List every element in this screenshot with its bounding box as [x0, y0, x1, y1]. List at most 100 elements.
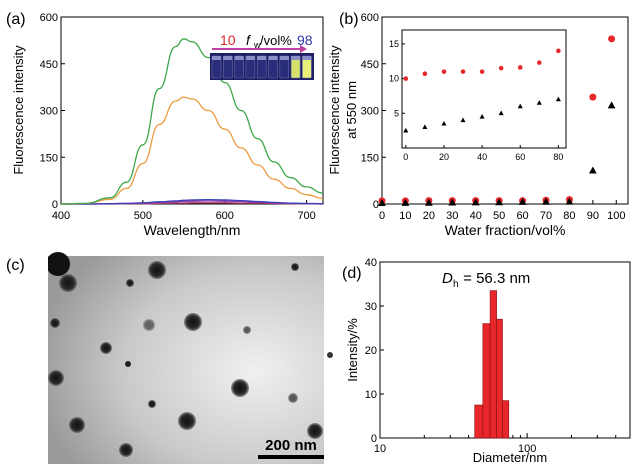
inset-label-unit: /vol% [260, 33, 292, 48]
y-tick-label: 40 [365, 257, 377, 269]
tem-dark-corner [46, 252, 70, 276]
histogram-bar [489, 290, 497, 439]
panel-c-margin [0, 256, 48, 464]
data-point-circle [589, 93, 597, 101]
x-tick-label: 10 [374, 443, 386, 455]
panel-d-xlabel: Diameter/nm [473, 450, 547, 464]
nanoparticle [126, 279, 134, 287]
inset-x-tick-label: 60 [515, 152, 525, 162]
vial-cap [223, 56, 233, 60]
data-point-triangle [607, 101, 616, 109]
histogram-bar [496, 318, 503, 439]
data-point-triangle [460, 117, 466, 123]
inset-arrow-head [300, 45, 307, 53]
inset-y-tick-label: 10 [389, 74, 399, 84]
vial-row [211, 55, 312, 79]
inset-label-w: w [253, 40, 261, 50]
y-tick-label: 20 [365, 345, 377, 357]
vial-photo-inset: 10 f w /vol% 98 [210, 32, 314, 80]
nanoparticle [143, 319, 155, 331]
tem-nanoparticles [46, 252, 333, 457]
y-tick-label: 450 [40, 59, 58, 71]
inset-x-tick-label: 40 [477, 152, 487, 162]
data-point-triangle [448, 198, 457, 206]
panel-a: (a) 400 500 600 700 0 150 300 450 600 Wavelength… [6, 11, 324, 238]
data-point-circle [422, 71, 428, 77]
nanoparticle [100, 342, 112, 354]
data-point-triangle [378, 199, 386, 207]
dh-subscript: h [453, 279, 459, 290]
panel-c: (c) 200 nm [0, 252, 333, 464]
data-point-circle [460, 69, 466, 74]
panel-a-xlabel: Wavelength/nm [144, 222, 241, 238]
data-point-triangle [401, 198, 410, 206]
data-point-triangle [542, 197, 550, 205]
panel-b-xlabel: Water fraction/vol% [445, 222, 566, 238]
series-line-98 [60, 38, 324, 205]
data-point-circle [537, 60, 542, 65]
panel-b-inset-series [403, 48, 561, 133]
data-point-circle [441, 69, 447, 74]
y-tick-label: 600 [361, 12, 379, 24]
inset-label-10: 10 [220, 32, 236, 48]
panel-b-series [378, 35, 616, 207]
data-point-triangle [555, 96, 561, 102]
x-tick-label: 0 [379, 210, 385, 222]
y-tick-label: 300 [361, 106, 379, 118]
data-point-circle [556, 48, 561, 54]
data-point-triangle [471, 198, 480, 206]
nanoparticle [125, 361, 131, 367]
x-tick-label: 50 [493, 210, 505, 222]
x-tick-label: 80 [563, 210, 575, 222]
vial-cap [268, 56, 278, 60]
x-tick-label: 20 [423, 210, 435, 222]
dh-value: = 56.3 nm [459, 270, 530, 287]
inset-x-tick-label: 20 [439, 152, 449, 162]
panel-b-inset-frame [401, 29, 567, 149]
vial-cap [302, 56, 312, 60]
histogram-bar [474, 404, 484, 439]
y-tick-label: 0 [371, 433, 377, 445]
data-point-triangle [565, 197, 574, 205]
x-tick-label: 600 [216, 210, 234, 222]
nanoparticle [243, 326, 251, 334]
inset-label-f: f [246, 32, 252, 48]
histogram-bar [502, 400, 510, 439]
panel-b-label: (b) [339, 11, 359, 28]
y-tick-label: 450 [361, 59, 379, 71]
nanoparticle [50, 318, 60, 328]
panel-b-ylabel-2: at 550 nm [344, 81, 359, 139]
data-point-triangle [495, 198, 503, 206]
nanoparticle [148, 400, 156, 408]
series-line-80 [61, 198, 324, 205]
x-tick-label: 700 [297, 210, 315, 222]
panel-a-ylabel: Fluorescence intensity [11, 45, 26, 175]
inset-y-tick-label: 15 [389, 39, 399, 49]
panel-d-ylabel: Intensity/% [345, 318, 360, 382]
y-tick-label: 30 [365, 301, 377, 313]
nanoparticle [59, 274, 77, 292]
scale-bar [258, 455, 324, 459]
x-tick-label: 70 [540, 210, 552, 222]
panel-a-series [60, 38, 324, 205]
data-point-circle [517, 65, 523, 70]
x-tick-label: 100 [518, 443, 536, 455]
data-point-triangle [422, 124, 428, 130]
y-tick-label: 150 [40, 152, 58, 164]
nanoparticle [69, 417, 85, 433]
vial-cap [234, 56, 244, 60]
panel-b: (b) 0 10 20 30 40 50 60 70 80 90 1000150300450600 … [327, 11, 629, 238]
data-point-triangle [536, 100, 542, 105]
vial-cap [257, 56, 267, 60]
nanoparticle [327, 352, 333, 358]
y-tick-label: 10 [365, 389, 377, 401]
data-point-triangle [425, 198, 433, 206]
data-point-triangle [589, 166, 597, 174]
data-point-circle [479, 69, 485, 74]
y-tick-label: 150 [361, 152, 379, 164]
nanoparticle [178, 412, 196, 430]
data-point-triangle [441, 120, 447, 126]
nanoparticle [148, 261, 166, 279]
